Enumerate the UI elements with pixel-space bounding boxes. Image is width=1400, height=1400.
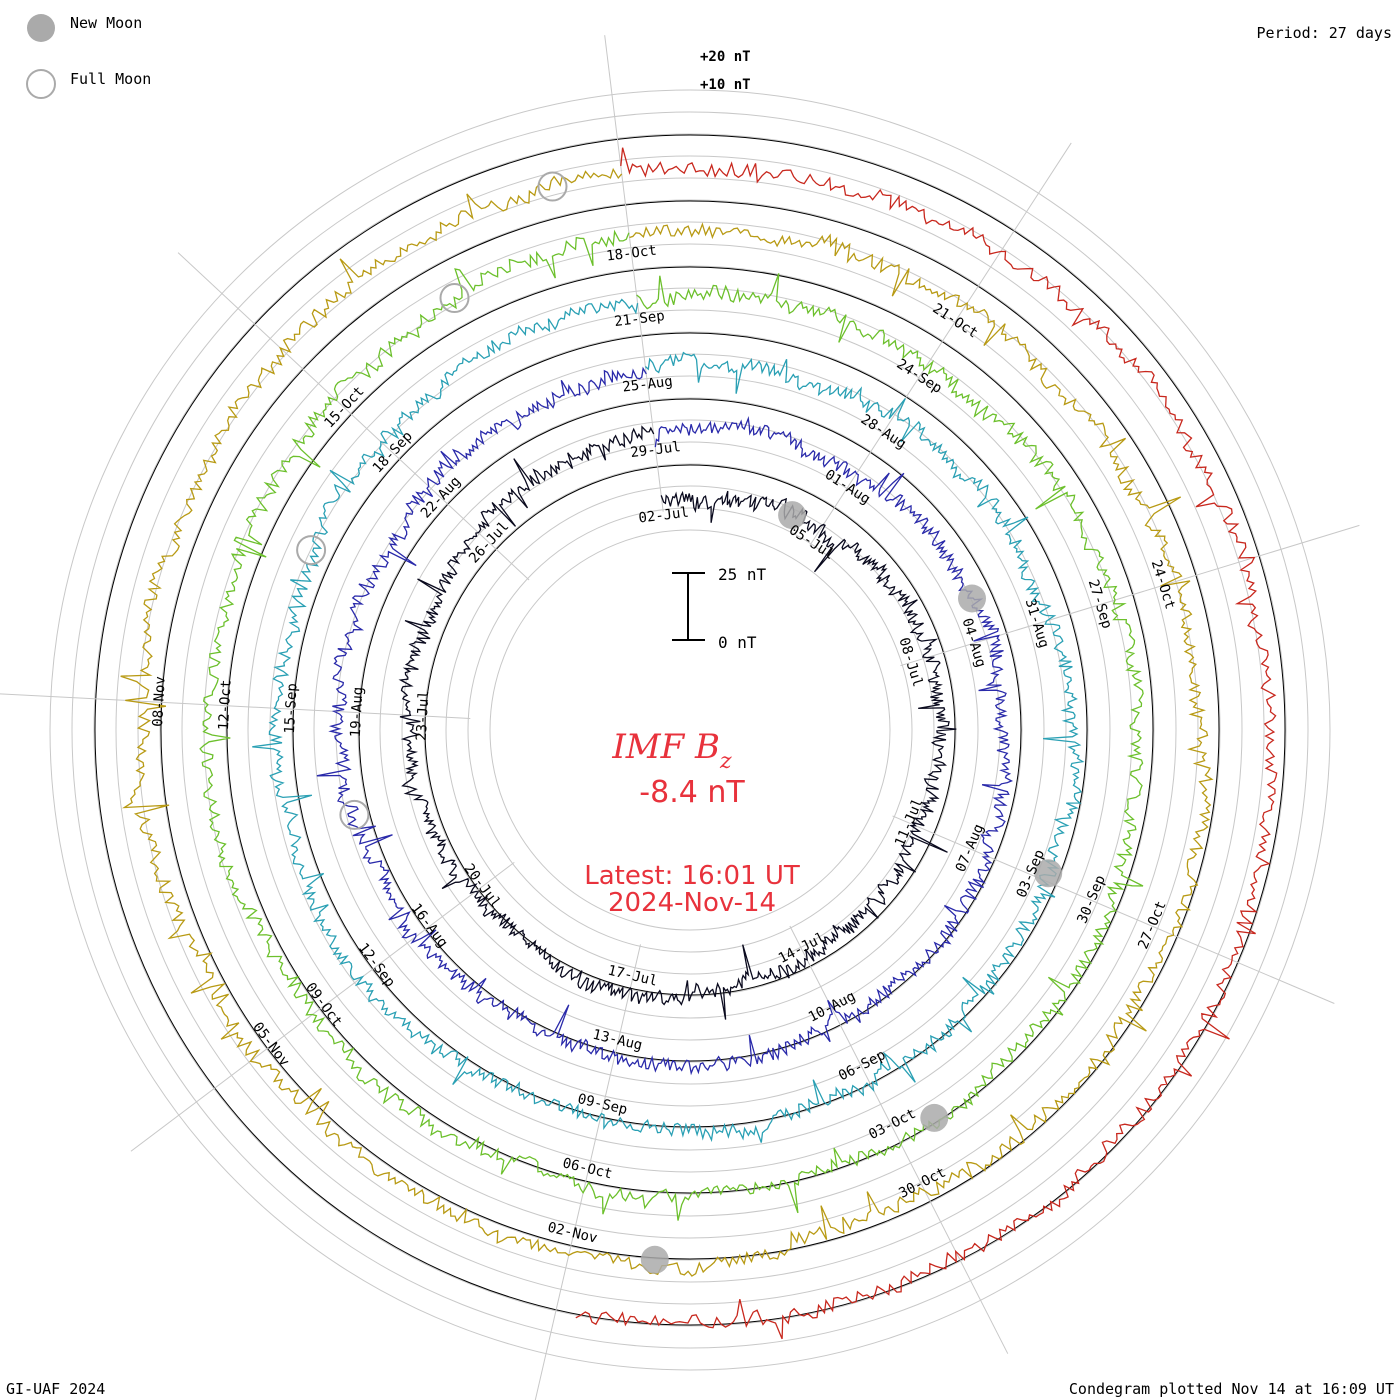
grid-ring-13 [203,243,1177,1217]
grid-ring-3 [423,463,957,997]
latest-date: 2024-Nov-14 [608,888,776,918]
baseline-ring-1 [358,398,1022,1062]
radial-spoke-4 [789,925,1009,1354]
grid-ring-17 [115,155,1265,1305]
moon-phase-markers [296,171,1063,1274]
date-label-3-7: 12-Oct [216,679,235,730]
radial-spoke-5 [534,944,641,1400]
grid-ring-19 [71,111,1309,1349]
trace-rotation-1 [316,366,1014,1076]
new-moon-legend-label: New Moon [70,14,142,32]
trace-rotation-2 [252,298,1085,1143]
date-label-1-0: 29-Jul [630,439,682,461]
date-label-1-7: 19-Aug [348,686,367,737]
full-moon-legend-icon [26,69,56,99]
footer-credit: GI-UAF 2024 [6,1380,105,1398]
full-moon-marker-6 [296,535,327,566]
date-label-0-0: 02-Jul [638,505,690,527]
grid-ring-12 [225,265,1155,1195]
radial-spoke-7 [0,693,471,719]
current-value: -8.4 nT [639,775,745,810]
grid-ring-0 [489,529,891,931]
chart-title: IMF Bz [611,727,732,774]
grid-ring-6 [357,397,1023,1063]
grid-ring-15 [159,199,1221,1261]
trace-rotation-3 [199,229,1144,1221]
radial-spoke-3 [892,815,1335,1004]
new-moon-legend-icon [27,14,55,42]
scale-bar [672,572,705,641]
trace-rotation-4 [120,167,1214,1277]
new-moon-marker-1 [958,584,986,613]
date-label-3-0: 21-Sep [613,308,665,330]
radial-spoke-8 [177,252,530,581]
new-moon-marker-4 [640,1245,669,1274]
date-label-4-7: 08-Nov [150,676,169,727]
grid-ring-14 [181,221,1199,1239]
trace-rotation-5 [575,147,1278,1340]
full-moon-marker-5 [339,799,370,830]
grid-ring-8 [313,353,1067,1107]
date-label-2-7: 15-Sep [282,683,301,734]
ring-scale-label-20nt: +20 nT [700,49,751,65]
full-moon-marker-8 [537,171,568,202]
grid-ring-11 [247,287,1133,1173]
grid-ring-2 [445,485,935,975]
baseline-ring-3 [226,266,1154,1194]
ring-scale-label-10nt: +10 nT [700,77,751,93]
latest-time: Latest: 16:01 UT [584,861,800,891]
grid-ring-16 [137,177,1243,1283]
grid-ring-4 [401,441,979,1019]
scale-bar-top-label: 25 nT [718,565,767,584]
full-moon-marker-7 [439,283,470,313]
date-label-4-0: 18-Oct [605,243,657,265]
imf-bz-traces [120,147,1278,1340]
footer-plot-time: Condegram plotted Nov 14 at 16:09 UT [1069,1380,1394,1398]
scale-bar-bottom-label: 0 nT [718,633,757,652]
period-label: Period: 27 days [1257,24,1392,42]
new-moon-marker-0 [778,501,807,530]
chart-title-subscript: z [719,749,732,774]
date-label-2-0: 25-Aug [622,374,674,396]
new-moon-marker-2 [1034,859,1063,888]
radial-spoke-2 [900,524,1360,667]
full-moon-legend-label: Full Moon [70,70,151,88]
grid-ring-18 [93,133,1287,1327]
grid-ring-1 [467,507,913,953]
baseline-ring-5 [94,134,1286,1326]
date-label-0-7: 23-Jul [414,690,433,741]
radial-spoke-6 [130,861,515,1152]
baseline-ring-0 [424,464,956,996]
trace-rotation-0 [398,425,957,1020]
radial-spoke-1 [809,142,1072,546]
chart-title-text: IMF B [611,727,720,767]
new-moon-marker-3 [920,1103,949,1132]
baseline-ring-4 [160,200,1220,1260]
grid-ring-20 [49,89,1331,1371]
